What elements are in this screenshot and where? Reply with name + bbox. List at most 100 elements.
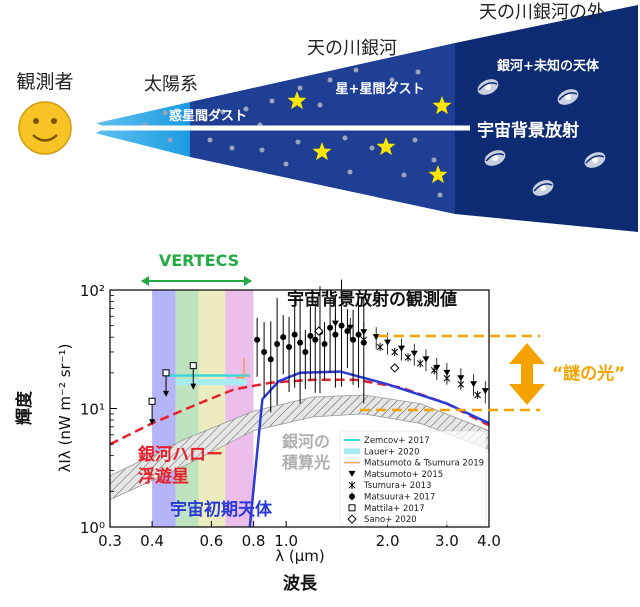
matsumoto2015-point xyxy=(372,334,380,341)
star-icon xyxy=(428,165,448,184)
vertecs-indicator: VERTECS xyxy=(141,251,252,286)
data-points xyxy=(148,279,489,426)
milky-way-label: 天の川銀河 xyxy=(307,38,397,59)
x-tick-label: 1.0 xyxy=(274,532,298,550)
mattila-point xyxy=(148,397,156,405)
legend-entry: Lauer+ 2020 xyxy=(344,447,420,457)
matsuura-point xyxy=(302,348,309,355)
star-icons xyxy=(287,91,452,184)
early-objects-label: 宇宙初期天体 xyxy=(170,499,273,520)
matsuura-point xyxy=(307,332,314,339)
matsumoto2015-point xyxy=(360,329,368,336)
star-icon xyxy=(287,91,307,110)
tsumura2013-point xyxy=(404,353,412,362)
y-axis-label: λIλ (nW m⁻² sr⁻¹) xyxy=(56,344,74,473)
cone-diagram: 観測者 太陽系 天の川銀河 天の川銀河の外 惑星間ダスト 星+星間ダスト 銀河+… xyxy=(16,2,638,232)
star-icon xyxy=(432,96,452,115)
matsuura-point xyxy=(297,339,304,346)
x-tick-label: 0.4 xyxy=(140,532,164,550)
tsumura2013-point xyxy=(391,347,399,356)
legend-entry: Matsumoto+ 2015 xyxy=(348,470,443,480)
vertecs-bands xyxy=(152,290,254,527)
vertecs-label: VERTECS xyxy=(159,251,239,270)
legend-entry: Sano+ 2020 xyxy=(347,514,417,525)
legend-entry: Mattila+ 2017 xyxy=(348,504,425,514)
matsumoto2015-point xyxy=(331,320,339,327)
x-tick-label: 0.3 xyxy=(98,532,122,550)
sano-point xyxy=(314,326,324,336)
tsumura2013-point xyxy=(443,374,451,383)
matsuura-point xyxy=(327,324,334,331)
matsumoto2015-point xyxy=(457,375,465,382)
matsuura-point xyxy=(254,336,261,343)
legend-entry: Matsumoto & Tsumura 2019 xyxy=(344,459,484,469)
igl-label: 銀河の 積算光 xyxy=(281,432,336,472)
vertecs-band xyxy=(225,290,254,527)
legend-label: Matsumoto & Tsumura 2019 xyxy=(364,459,484,469)
tsumura2013-point xyxy=(360,335,368,344)
matsumoto2015-point xyxy=(422,356,430,363)
observer-face-icon xyxy=(18,101,72,155)
tsumura2013-point xyxy=(416,359,424,368)
tsumura2013-point xyxy=(376,343,384,352)
legend-label: Zemcov+ 2017 xyxy=(364,436,430,446)
matsumoto2015-point xyxy=(384,339,392,346)
matsuura-point xyxy=(350,336,357,343)
y-tick-label: 10¹ xyxy=(80,401,105,419)
matsuura-point xyxy=(291,331,298,338)
galaxy-icon xyxy=(532,180,554,196)
galaxy-icon xyxy=(477,79,499,95)
galaxies-unknown-label: 銀河+未知の天体 xyxy=(497,58,600,74)
tsumura2013-point xyxy=(457,380,465,389)
mattila-arrow xyxy=(190,383,197,390)
mattila-arrow xyxy=(163,390,170,397)
vertecs-band xyxy=(198,290,226,527)
chart-title: 宇宙背景放射の観測値 xyxy=(287,289,457,310)
stars-dust-label: 星+星間ダスト xyxy=(336,81,425,97)
lauer-point xyxy=(176,379,247,386)
matsuura-point xyxy=(355,331,362,338)
matsumoto2015-point xyxy=(346,324,354,331)
outside-region xyxy=(455,5,638,232)
galaxy-icon xyxy=(584,152,606,168)
legend-entry: Matsuura+ 2017 xyxy=(349,492,435,503)
sano-point xyxy=(390,363,400,373)
x-axis-label-jp: 波長 xyxy=(283,573,318,594)
halo-label: 銀河ハロー 浮遊星 xyxy=(138,444,229,487)
mattila-arrow xyxy=(149,419,156,426)
star-icon xyxy=(312,142,332,161)
cib-label: 宇宙背景放射 xyxy=(477,120,579,141)
matsumoto2015-point xyxy=(410,350,418,357)
mattila-point xyxy=(189,362,197,370)
y-axis-label-jp: 輝度 xyxy=(14,390,35,425)
matsumoto2015-point xyxy=(443,369,451,376)
x-tick-label: 4.0 xyxy=(477,532,501,550)
axis-ticks: 0.3 0.4 0.6 0.8 1.0 2.0 3.0 4.0 10⁰ 10¹ 10² xyxy=(80,282,501,550)
interplanetary-dust-label: 惑星間ダスト xyxy=(169,108,247,124)
matsuura-point xyxy=(280,334,287,341)
legend-label: Mattila+ 2017 xyxy=(364,504,425,514)
x-tick-label: 2.0 xyxy=(376,532,400,550)
matsuura-point xyxy=(267,356,274,363)
matsuura-point xyxy=(312,336,319,343)
tsumura2013-point xyxy=(430,366,438,375)
matsumoto2015-point xyxy=(470,381,478,388)
matsuura-point xyxy=(286,344,293,351)
x-tick-label: 3.0 xyxy=(435,532,459,550)
vertecs-band xyxy=(152,290,176,527)
chart: 0.3 0.4 0.6 0.8 1.0 2.0 3.0 4.0 10⁰ 10¹ 10² VERTEC… xyxy=(14,251,625,594)
matsuura-point xyxy=(274,341,281,348)
x-tick-label: 0.6 xyxy=(199,532,223,550)
matsuura-point xyxy=(261,348,268,355)
dust-dots xyxy=(142,67,443,198)
galaxy-icons xyxy=(477,79,606,196)
matsuura-point xyxy=(321,341,328,348)
matsumoto2015-point xyxy=(398,345,406,352)
y-tick-label: 10² xyxy=(80,282,105,300)
outside-label: 天の川銀河の外 xyxy=(479,2,605,23)
mystery-light-indicator: “謎の光” xyxy=(360,334,625,412)
legend-entry: Tsumura+ 2013 xyxy=(348,481,431,491)
legend-box xyxy=(339,430,487,526)
